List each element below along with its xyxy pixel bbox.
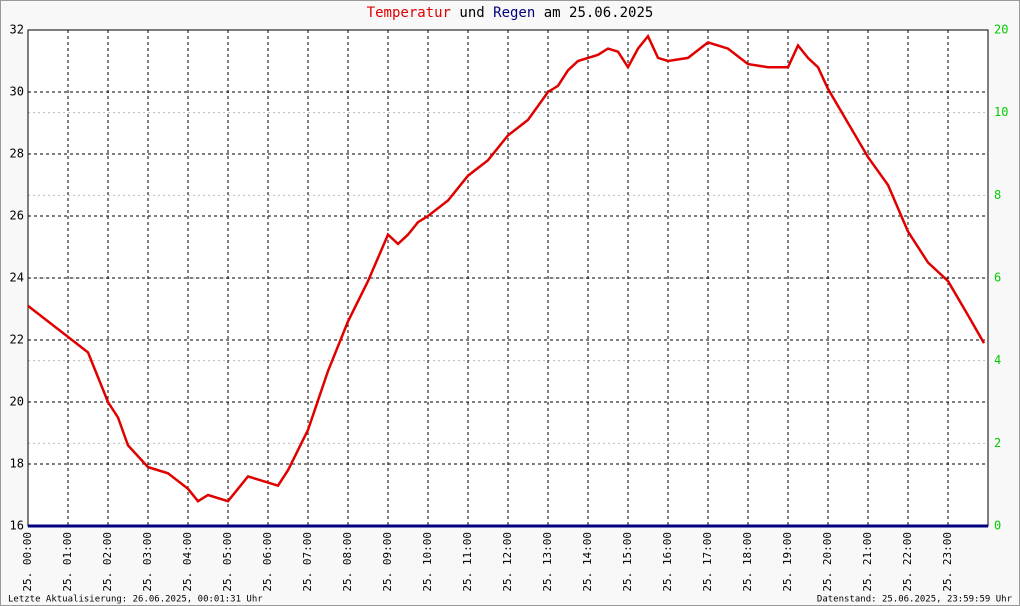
x-tick-label: 25. 21:00 (861, 532, 874, 592)
x-tick-label: 25. 17:00 (701, 532, 714, 592)
x-tick-label: 25. 05:00 (221, 532, 234, 592)
y-tick-label: 32 (10, 23, 24, 37)
footer-right: Datenstand: 25.06.2025, 23:59:59 Uhr (817, 595, 1013, 605)
x-tick-label: 25. 23:00 (941, 532, 954, 592)
data-line (27, 33, 986, 503)
y2-tick-label: 0 (994, 519, 1001, 533)
x-tick-label: 25. 07:00 (301, 532, 314, 592)
x-tick-label: 25. 15:00 (621, 532, 634, 592)
y-tick-label: 24 (10, 271, 24, 285)
y-tick-label: 30 (10, 85, 24, 99)
title-part: am 25.06.2025 (544, 5, 654, 21)
x-tick-label: 25. 18:00 (741, 532, 754, 592)
title-part: Regen (493, 5, 535, 21)
title-part: und (459, 5, 484, 21)
y-tick-label: 20 (10, 395, 24, 409)
footer-left: Letzte Aktualisierung: 26.06.2025, 00:01… (8, 595, 263, 605)
x-tick-label: 25. 06:00 (261, 532, 274, 592)
x-tick-label: 25. 14:00 (581, 532, 594, 592)
chart-title: Temperatur und Regen am 25.06.2025 (367, 5, 654, 21)
x-tick-label: 25. 12:00 (501, 532, 514, 592)
x-tick-label: 25. 01:00 (61, 532, 74, 592)
title-part: Temperatur (367, 5, 451, 21)
x-tick-label: 25. 11:00 (461, 532, 474, 592)
x-tick-label: 25. 16:00 (661, 532, 674, 592)
x-tick-label: 25. 10:00 (421, 532, 434, 592)
x-tick-label: 25. 08:00 (341, 532, 354, 592)
x-tick-label: 25. 20:00 (821, 532, 834, 592)
y-tick-label: 18 (10, 457, 24, 471)
y2-tick-label: 4 (994, 353, 1001, 367)
y2-tick-label: 6 (994, 271, 1001, 285)
y-tick-label: 26 (10, 209, 24, 223)
y-tick-label: 16 (10, 519, 24, 533)
x-tick-label: 25. 09:00 (381, 532, 394, 592)
x-tick-label: 25. 04:00 (181, 532, 194, 592)
x-tick-label: 25. 00:00 (21, 532, 34, 592)
x-tick-label: 25. 02:00 (101, 532, 114, 592)
x-tick-label: 25. 22:00 (901, 532, 914, 592)
x-tick-label: 25. 03:00 (141, 532, 154, 592)
y2-tick-label: 10 (994, 105, 1008, 119)
y2-tick-label: 8 (994, 188, 1001, 202)
y-tick-label: 22 (10, 333, 24, 347)
x-tick-label: 25. 19:00 (781, 532, 794, 592)
y2-tick-label: 20 (994, 23, 1008, 37)
y-tick-label: 28 (10, 147, 24, 161)
x-tick-label: 25. 13:00 (541, 532, 554, 592)
y2-tick-label: 2 (994, 436, 1001, 450)
